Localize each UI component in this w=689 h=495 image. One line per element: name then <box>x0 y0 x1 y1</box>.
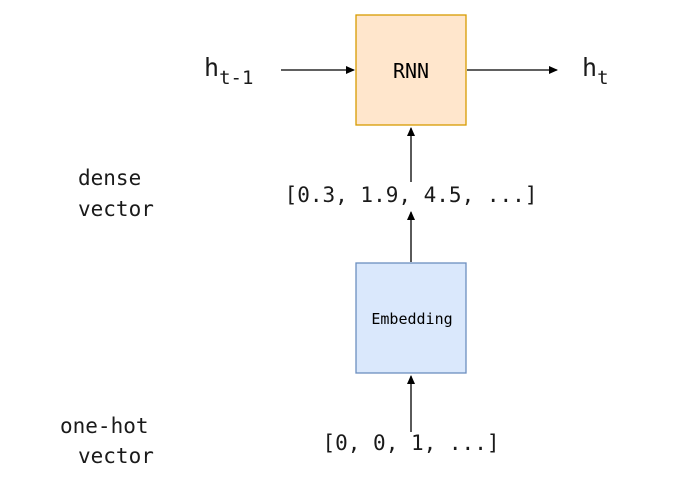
h-prev-label: ht-1 <box>204 53 253 89</box>
onehot-values-backing <box>302 432 522 456</box>
dense-vector-side-label: dense vector <box>78 166 154 221</box>
one-hot-vector-values: [0, 0, 1, ...] <box>322 431 499 455</box>
dense-label-line1: dense <box>78 166 141 190</box>
h-next-subscript: t <box>597 67 608 89</box>
rnn-box <box>355 14 467 126</box>
h-next-label: ht <box>582 53 609 89</box>
onehot-label-line1: one-hot <box>60 414 149 438</box>
dense-values-backing <box>255 183 569 209</box>
embedding-box <box>355 262 467 374</box>
embedding-label: Embedding <box>371 310 452 328</box>
h-prev-base: h <box>204 53 219 82</box>
rnn-node: RNN <box>355 14 467 126</box>
dense-vector-values: [0.3, 1.9, 4.5, ...] <box>285 183 538 207</box>
h-next-base: h <box>582 53 597 82</box>
dense-label-line2: vector <box>78 197 154 221</box>
one-hot-vector-side-label: one-hot vector <box>60 414 154 468</box>
rnn-label: RNN <box>393 59 429 83</box>
h-prev-subscript: t-1 <box>219 67 253 89</box>
embedding-node: Embedding <box>355 262 467 374</box>
onehot-label-line2: vector <box>78 444 154 468</box>
